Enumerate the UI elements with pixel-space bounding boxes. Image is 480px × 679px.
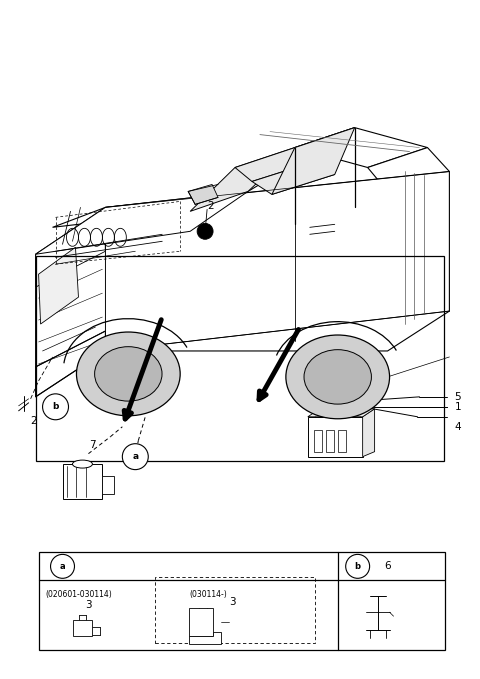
Bar <box>308 417 363 457</box>
Polygon shape <box>368 147 449 191</box>
Polygon shape <box>52 191 248 227</box>
Polygon shape <box>190 147 295 211</box>
Text: b: b <box>52 402 59 411</box>
Polygon shape <box>315 377 360 392</box>
Text: 5: 5 <box>455 392 461 402</box>
Bar <box>102 475 114 494</box>
Circle shape <box>50 554 74 579</box>
Text: a: a <box>132 452 138 461</box>
Polygon shape <box>315 387 360 417</box>
Text: b: b <box>355 562 360 571</box>
Polygon shape <box>235 147 315 181</box>
Ellipse shape <box>95 347 162 401</box>
Polygon shape <box>295 128 428 168</box>
Polygon shape <box>38 247 78 324</box>
Text: 6: 6 <box>384 562 391 571</box>
Polygon shape <box>363 409 374 457</box>
Polygon shape <box>36 251 106 367</box>
Polygon shape <box>308 409 374 417</box>
Polygon shape <box>189 632 221 644</box>
Text: 3: 3 <box>228 598 235 607</box>
Circle shape <box>197 223 213 239</box>
Polygon shape <box>188 185 218 204</box>
Ellipse shape <box>304 350 372 404</box>
Circle shape <box>43 394 69 420</box>
Text: (030114-): (030114-) <box>189 590 227 599</box>
Circle shape <box>122 443 148 470</box>
Bar <box>38 553 445 650</box>
Polygon shape <box>190 128 355 211</box>
Ellipse shape <box>286 335 390 419</box>
Polygon shape <box>252 162 335 194</box>
Polygon shape <box>36 207 106 397</box>
Bar <box>314 430 322 452</box>
Bar <box>155 577 315 643</box>
Text: 2: 2 <box>207 202 214 211</box>
Ellipse shape <box>72 460 93 468</box>
Bar <box>36 256 444 460</box>
Text: 7: 7 <box>89 440 96 449</box>
Ellipse shape <box>76 332 180 416</box>
Text: 2: 2 <box>30 416 37 426</box>
Polygon shape <box>189 608 213 636</box>
Polygon shape <box>36 191 248 254</box>
Polygon shape <box>272 128 355 194</box>
Bar <box>62 464 102 498</box>
Text: (020601-030114): (020601-030114) <box>45 590 112 599</box>
Text: 3: 3 <box>85 600 92 610</box>
Circle shape <box>346 554 370 579</box>
Text: 1: 1 <box>455 402 461 411</box>
Text: a: a <box>60 562 65 571</box>
Bar <box>338 430 346 452</box>
Polygon shape <box>106 172 449 351</box>
Polygon shape <box>73 620 92 636</box>
Text: 4: 4 <box>455 422 461 432</box>
Bar <box>326 430 334 452</box>
